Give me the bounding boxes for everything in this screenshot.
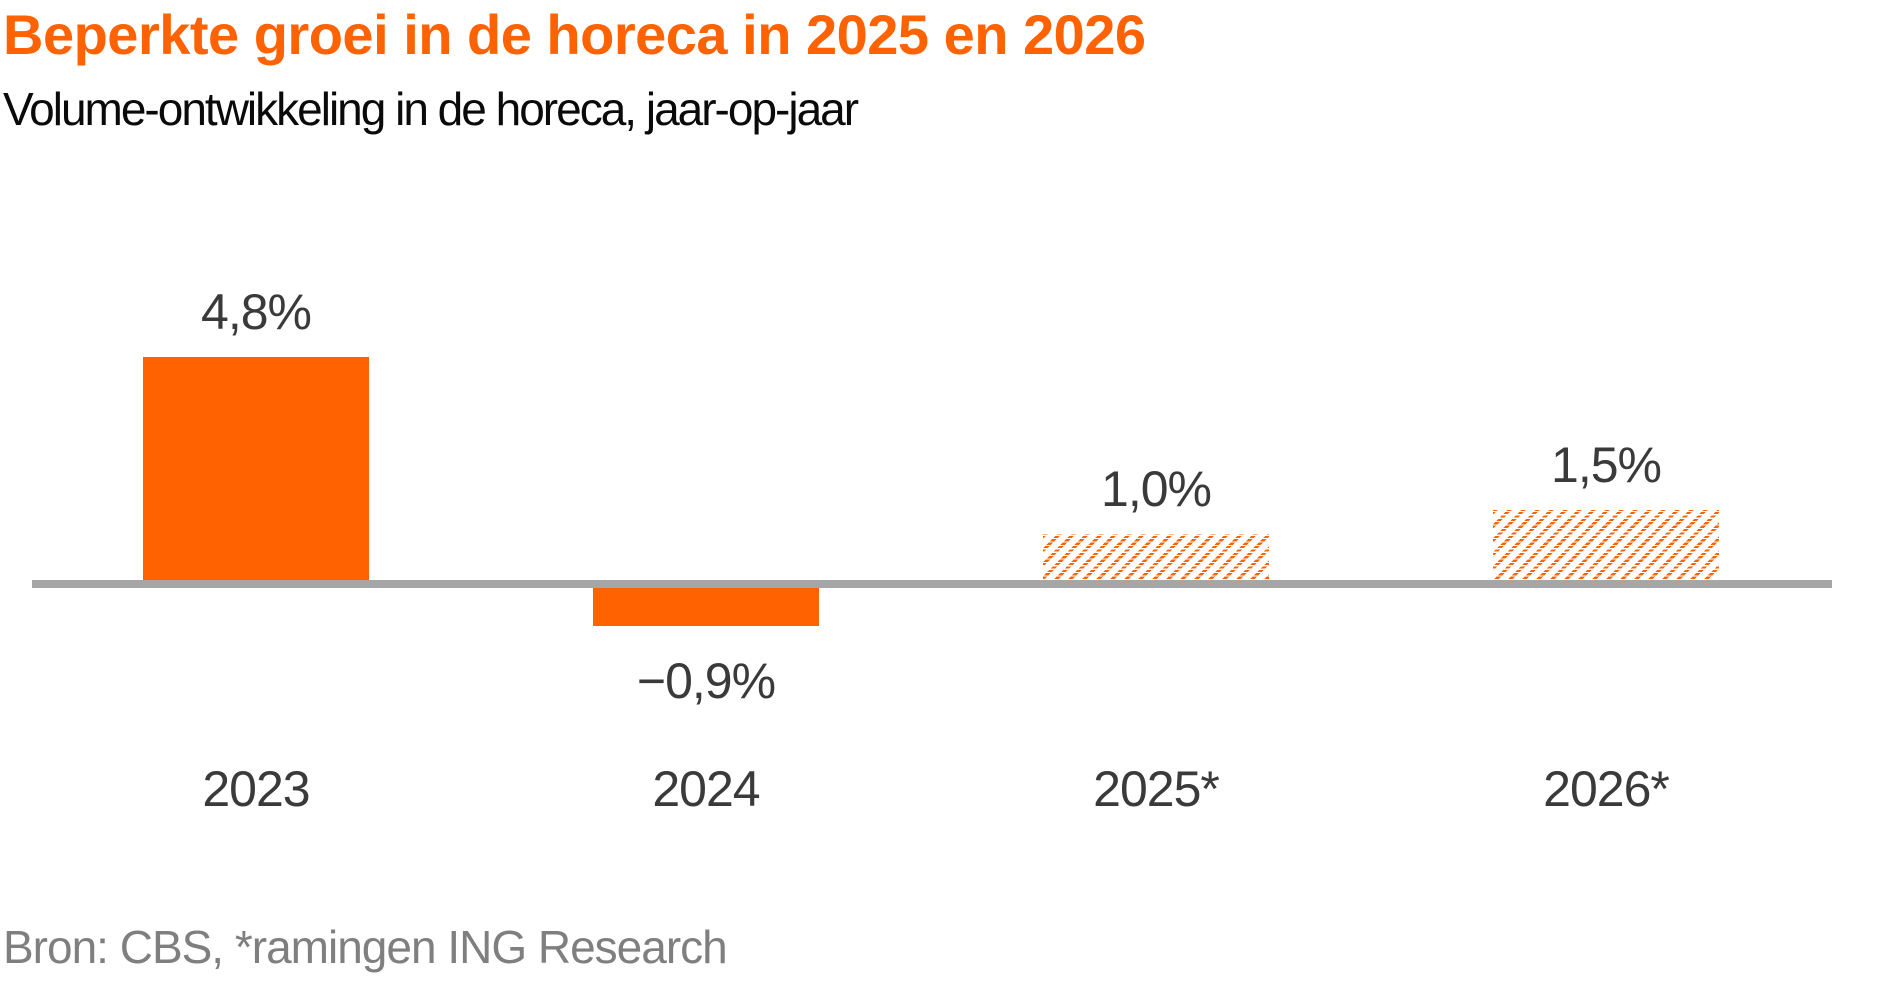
chart-subtitle: Volume-ontwikkeling in de horeca, jaar-o…: [3, 83, 859, 135]
source-note: Bron: CBS, *ramingen ING Research: [3, 921, 728, 973]
bar-2023: [143, 356, 369, 580]
x-axis-label-2025*: 2025*: [1093, 761, 1220, 817]
x-axis-zero-line: [32, 580, 1832, 588]
value-label-2023: 4,8%: [201, 283, 312, 340]
bar-2026*: [1493, 510, 1719, 580]
bar-2025*: [1043, 533, 1269, 580]
x-axis-label-2024: 2024: [652, 761, 760, 817]
value-label-2025*: 1,0%: [1101, 460, 1212, 517]
x-axis-label-2023: 2023: [202, 761, 310, 817]
chart-title: Beperkte groei in de horeca in 2025 en 2…: [3, 3, 1146, 66]
value-label-2024: −0,9%: [636, 652, 776, 709]
bar-2024: [593, 584, 819, 626]
value-label-2026*: 1,5%: [1551, 437, 1662, 494]
x-axis-label-2026*: 2026*: [1543, 761, 1670, 817]
